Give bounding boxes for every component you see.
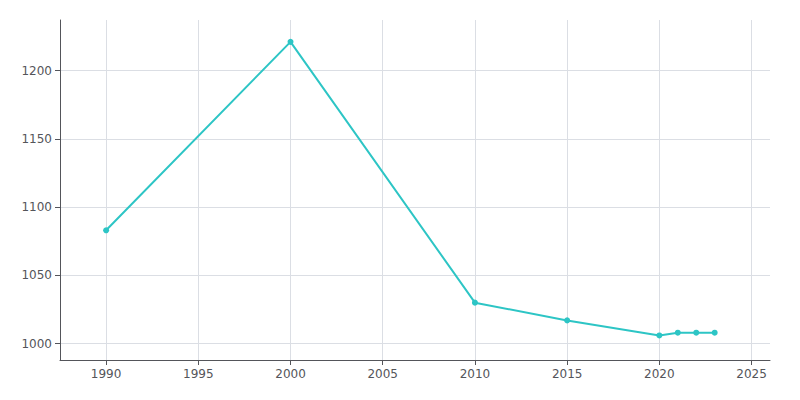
svg-text:2000: 2000 — [275, 367, 306, 381]
svg-text:2025: 2025 — [736, 367, 767, 381]
svg-text:2020: 2020 — [644, 367, 675, 381]
svg-text:1200: 1200 — [21, 64, 52, 78]
svg-text:1000: 1000 — [21, 337, 52, 351]
svg-text:2010: 2010 — [460, 367, 491, 381]
svg-text:2005: 2005 — [367, 367, 398, 381]
svg-text:2015: 2015 — [552, 367, 583, 381]
svg-text:1050: 1050 — [21, 268, 52, 282]
svg-text:1100: 1100 — [21, 200, 52, 214]
svg-text:1995: 1995 — [183, 367, 214, 381]
svg-text:1990: 1990 — [91, 367, 122, 381]
svg-text:1150: 1150 — [21, 132, 52, 146]
